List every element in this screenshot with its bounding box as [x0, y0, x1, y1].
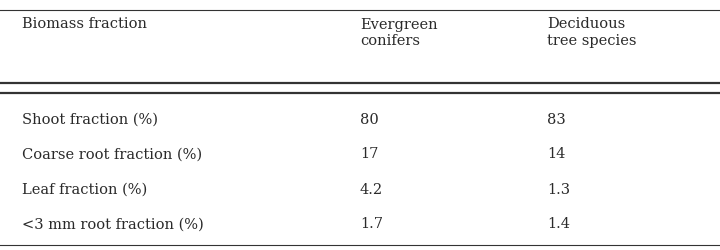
Text: Leaf fraction (%): Leaf fraction (%) — [22, 182, 147, 196]
Text: <3 mm root fraction (%): <3 mm root fraction (%) — [22, 218, 203, 232]
Text: 1.7: 1.7 — [360, 218, 383, 232]
Text: 1.3: 1.3 — [547, 182, 570, 196]
Text: Shoot fraction (%): Shoot fraction (%) — [22, 112, 158, 126]
Text: Evergreen
conifers: Evergreen conifers — [360, 18, 438, 48]
Text: 83: 83 — [547, 112, 566, 126]
Text: 1.4: 1.4 — [547, 218, 570, 232]
Text: 14: 14 — [547, 148, 566, 162]
Text: 4.2: 4.2 — [360, 182, 383, 196]
Text: 17: 17 — [360, 148, 379, 162]
Text: Deciduous
tree species: Deciduous tree species — [547, 18, 636, 48]
Text: Coarse root fraction (%): Coarse root fraction (%) — [22, 148, 202, 162]
Text: Biomass fraction: Biomass fraction — [22, 18, 147, 32]
Text: 80: 80 — [360, 112, 379, 126]
